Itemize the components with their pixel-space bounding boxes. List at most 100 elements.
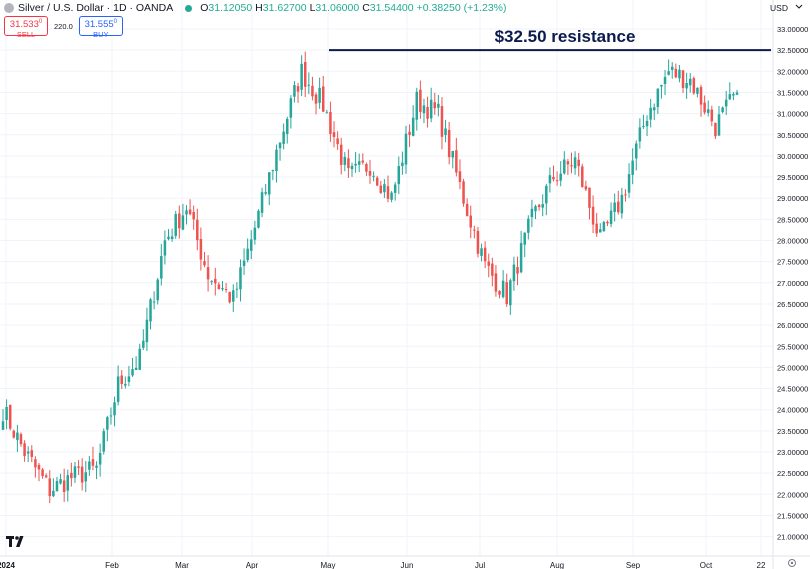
candles bbox=[1, 51, 739, 504]
candle-body bbox=[361, 160, 365, 163]
candle-body bbox=[534, 206, 537, 212]
candle-body bbox=[66, 475, 70, 491]
candle-body bbox=[221, 288, 224, 290]
candle-body bbox=[285, 118, 289, 135]
candle-body bbox=[588, 187, 591, 208]
y-tick-label: 24.00000 bbox=[777, 406, 808, 415]
candle-body bbox=[124, 383, 127, 386]
y-tick-label: 25.50000 bbox=[777, 342, 808, 351]
candle-body bbox=[584, 186, 588, 190]
ohlc-change: +0.38250 (+1.23%) bbox=[416, 2, 507, 14]
candle-body bbox=[307, 84, 311, 86]
currency-selector[interactable]: USD bbox=[770, 3, 788, 13]
candle-body bbox=[678, 69, 681, 79]
candle-body bbox=[296, 86, 300, 92]
x-tick-label: Oct bbox=[700, 561, 713, 569]
candle-body bbox=[224, 289, 228, 291]
sell-label: SELL bbox=[16, 29, 36, 39]
candle-body bbox=[390, 192, 393, 200]
y-tick-label: 28.50000 bbox=[777, 215, 808, 224]
candle-body bbox=[62, 480, 66, 492]
resistance-label: $32.50 resistance bbox=[495, 27, 636, 46]
tradingview-logo-icon[interactable] bbox=[6, 535, 26, 553]
y-tick-label: 28.00000 bbox=[777, 237, 808, 246]
candle-body bbox=[501, 280, 505, 298]
candle-body bbox=[239, 267, 242, 290]
price-axis[interactable]: 33.00000 32.50000 32.00000 31.50000 31.00000… bbox=[772, 0, 808, 569]
candle-body bbox=[311, 85, 314, 97]
candle-body bbox=[142, 340, 145, 348]
candle-body bbox=[613, 202, 616, 212]
y-tick-label: 27.50000 bbox=[777, 258, 808, 267]
candle-body bbox=[670, 66, 674, 70]
candle-body bbox=[214, 278, 217, 284]
candle-body bbox=[73, 466, 77, 478]
candle-body bbox=[735, 92, 739, 95]
candle-body bbox=[512, 264, 516, 282]
ohlc-high: H31.62700 bbox=[255, 2, 307, 14]
candle-body bbox=[185, 210, 188, 215]
candle-body bbox=[332, 132, 336, 137]
candle-body bbox=[16, 432, 19, 441]
candle-body bbox=[617, 201, 620, 213]
candle-body bbox=[649, 107, 652, 120]
candle-body bbox=[293, 85, 296, 97]
symbol-title[interactable]: Silver / U.S. Dollar · 1D · OANDA bbox=[18, 2, 174, 14]
candle-body bbox=[519, 243, 523, 273]
candle-body bbox=[242, 260, 246, 266]
time-axis[interactable]: 2024 Feb Mar Apr May Jun Jul Aug Sep Oct 22 bbox=[0, 555, 810, 569]
candle-body bbox=[609, 210, 613, 225]
candle-body bbox=[555, 180, 559, 182]
candle-body bbox=[606, 221, 609, 224]
candle-body bbox=[379, 185, 383, 193]
candle-body bbox=[145, 319, 149, 343]
y-tick-label: 32.00000 bbox=[777, 67, 808, 76]
candle-body bbox=[217, 284, 221, 290]
candle-body bbox=[250, 239, 253, 251]
y-tick-label: 23.00000 bbox=[777, 448, 808, 457]
chevron-down-icon[interactable] bbox=[795, 4, 803, 9]
candle-body bbox=[491, 263, 494, 276]
candle-body bbox=[192, 211, 195, 220]
candle-body bbox=[347, 158, 350, 169]
candle-body bbox=[303, 62, 307, 87]
candle-body bbox=[163, 240, 167, 256]
candle-body bbox=[26, 451, 30, 454]
candle-body bbox=[354, 163, 357, 166]
candle-body bbox=[196, 219, 199, 241]
ohlc-close: C31.54400 bbox=[362, 2, 414, 14]
candle-body bbox=[487, 261, 490, 266]
candle-body bbox=[570, 165, 573, 167]
candle-body bbox=[717, 114, 721, 136]
y-tick-label: 32.50000 bbox=[777, 46, 808, 55]
candle-body bbox=[476, 230, 480, 254]
candle-body bbox=[289, 98, 293, 118]
candle-body bbox=[465, 203, 469, 216]
candle-body bbox=[386, 186, 390, 199]
candle-body bbox=[523, 232, 526, 245]
candle-body bbox=[55, 481, 59, 492]
candle-body bbox=[404, 133, 408, 165]
candle-body bbox=[577, 159, 580, 167]
candle-body bbox=[660, 84, 663, 87]
candle-body bbox=[469, 215, 473, 228]
candle-body bbox=[12, 430, 16, 438]
buy-button[interactable]: 31.5550 BUY bbox=[78, 16, 123, 39]
y-tick-label: 21.00000 bbox=[777, 533, 808, 542]
candle-body bbox=[429, 99, 433, 119]
candle-body bbox=[483, 247, 487, 262]
candle-body bbox=[703, 102, 706, 113]
sell-button[interactable]: 31.5330 SELL bbox=[4, 16, 48, 39]
sell-price: 31.5330 bbox=[9, 19, 43, 31]
candle-body bbox=[350, 165, 354, 170]
candle-body bbox=[170, 236, 174, 239]
settings-icon[interactable] bbox=[788, 559, 796, 567]
y-tick-label: 25.00000 bbox=[777, 363, 808, 372]
candle-body bbox=[674, 68, 678, 78]
candle-body bbox=[131, 369, 134, 376]
candle-body bbox=[595, 223, 598, 234]
y-tick-label: 26.00000 bbox=[777, 321, 808, 330]
grid bbox=[0, 0, 773, 556]
x-tick-label: 2024 bbox=[0, 561, 15, 569]
